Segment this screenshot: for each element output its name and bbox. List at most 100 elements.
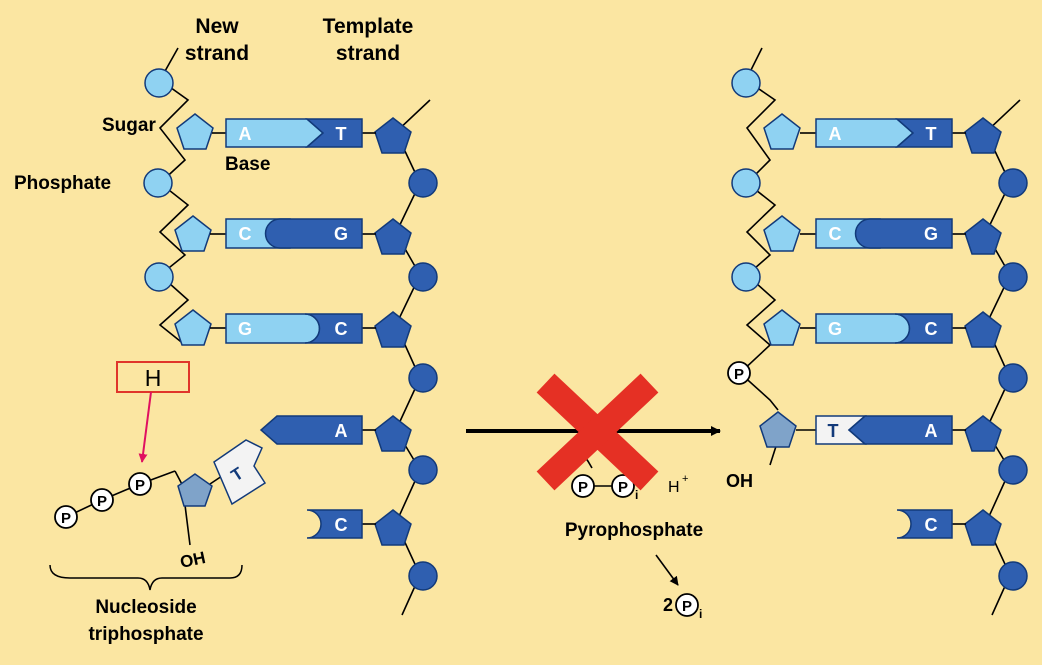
pyrophosphate-label: Pyrophosphate <box>565 520 703 541</box>
p-label: P <box>734 366 744 383</box>
base-label-template: T <box>336 124 347 144</box>
base-label-template: A <box>335 421 348 441</box>
right-new-sugars <box>763 113 801 346</box>
pink-arrow <box>138 391 152 463</box>
left-base-pair-3: G C <box>225 313 363 344</box>
red-cross <box>536 373 659 491</box>
p-label: P <box>578 479 588 496</box>
p-label: P <box>97 493 107 510</box>
nucleoside-triphosphate: P P P T OH <box>54 439 267 572</box>
nucleoside-label-line1: Nucleoside <box>95 597 196 618</box>
right-new-connectors <box>796 132 816 431</box>
phosphate-circle <box>731 262 761 292</box>
sugar-label: Sugar <box>102 115 156 136</box>
left-template-sugars <box>374 117 412 546</box>
base-label-template: A <box>925 421 938 441</box>
right-template-connectors <box>952 132 966 525</box>
phosphate-circle <box>998 561 1028 591</box>
base-label-new: C <box>239 224 252 244</box>
left-base-pair-4: A <box>259 415 363 445</box>
left-base-pair-1: A T <box>225 118 363 148</box>
phosphate-circle <box>731 168 761 198</box>
sugar-pentagon <box>374 117 412 154</box>
pyrophosphate-group: P P i <box>571 474 638 502</box>
base-t <box>895 118 953 148</box>
base-label-template: C <box>925 515 938 535</box>
phosphate-circle <box>144 68 174 98</box>
sugar-pentagon <box>763 113 801 150</box>
brace <box>49 564 243 591</box>
base-label-template: C <box>335 515 348 535</box>
sugar-pentagon <box>964 509 1002 546</box>
base-label-new: G <box>828 319 842 339</box>
sugar-pentagon <box>374 218 412 255</box>
left-template-phosphates <box>408 168 438 591</box>
base-a <box>259 415 363 445</box>
phosphate-circle <box>998 363 1028 393</box>
base-c <box>894 313 953 344</box>
phosphate-circle <box>998 168 1028 198</box>
oh-label: OH <box>178 548 207 572</box>
left-new-phosphates <box>143 68 174 292</box>
sugar-pentagon <box>176 113 214 150</box>
h-box <box>116 361 190 393</box>
p-label: P <box>618 479 628 496</box>
two-label: 2 <box>663 595 673 615</box>
phosphate-circle <box>143 168 173 198</box>
left-base-pair-5: C <box>306 509 363 539</box>
nucleoside-label-line2: triphosphate <box>88 624 203 645</box>
base-label-template: T <box>926 124 937 144</box>
base-label: Base <box>225 154 270 175</box>
sugar-pentagon <box>964 415 1002 452</box>
new-strand-backbone-left <box>158 47 190 346</box>
new-strand-backbone-right <box>738 47 779 466</box>
new-strand-header-line2: strand <box>185 42 249 65</box>
phosphate-circle <box>731 68 761 98</box>
left-base-pair-2: C G <box>225 218 363 249</box>
sugar-pentagon <box>374 311 412 348</box>
right-base-pair-1: A T <box>815 118 953 148</box>
p-label: P <box>135 477 145 494</box>
right-base-pair-4: T A <box>815 415 953 445</box>
sugar-pentagon <box>763 215 801 252</box>
p-label: P <box>682 598 692 615</box>
new-strand-header-line1: New <box>195 15 239 38</box>
phosphate-circle <box>408 168 438 198</box>
base-c <box>896 509 953 539</box>
oh-right-label: OH <box>726 471 753 491</box>
phosphate-p-circle <box>571 474 595 498</box>
right-base-pair-3: G C <box>815 313 953 344</box>
p-subscript: i <box>635 488 638 502</box>
phosphate-circle <box>144 262 174 292</box>
base-label-new: A <box>829 124 842 144</box>
base-g <box>264 218 363 249</box>
phosphate-p-circle <box>128 472 152 496</box>
sugar-pentagon <box>964 117 1002 154</box>
sugar-pentagon <box>174 215 212 252</box>
base-c <box>306 509 363 539</box>
p-subscript: i <box>699 607 702 621</box>
h-plus-superscript: + <box>682 473 688 485</box>
hydrolysis-arrow <box>655 554 679 586</box>
base-label-template: G <box>924 224 938 244</box>
new-sugar-pentagon <box>759 411 797 448</box>
phosphate-circle <box>408 561 438 591</box>
base-t <box>305 118 363 148</box>
sugar-pentagon <box>763 309 801 346</box>
base-label-new: T <box>828 421 839 441</box>
p-label: P <box>61 510 71 527</box>
phosphate-circle <box>998 455 1028 485</box>
sugar-pentagon <box>177 473 213 507</box>
sugar-pentagon <box>964 218 1002 255</box>
phosphate-p-circle <box>727 361 751 385</box>
right-base-pair-5: C <box>896 509 953 539</box>
phosphate-circle <box>408 455 438 485</box>
template-strand-header-line2: strand <box>336 42 400 65</box>
base-label-template: G <box>334 224 348 244</box>
phosphate-p-circle <box>675 593 699 617</box>
right-new-phosphates <box>731 68 761 292</box>
right-template-sugars <box>964 117 1002 546</box>
incoming-base-t <box>213 439 267 506</box>
phosphate-circle <box>998 262 1028 292</box>
